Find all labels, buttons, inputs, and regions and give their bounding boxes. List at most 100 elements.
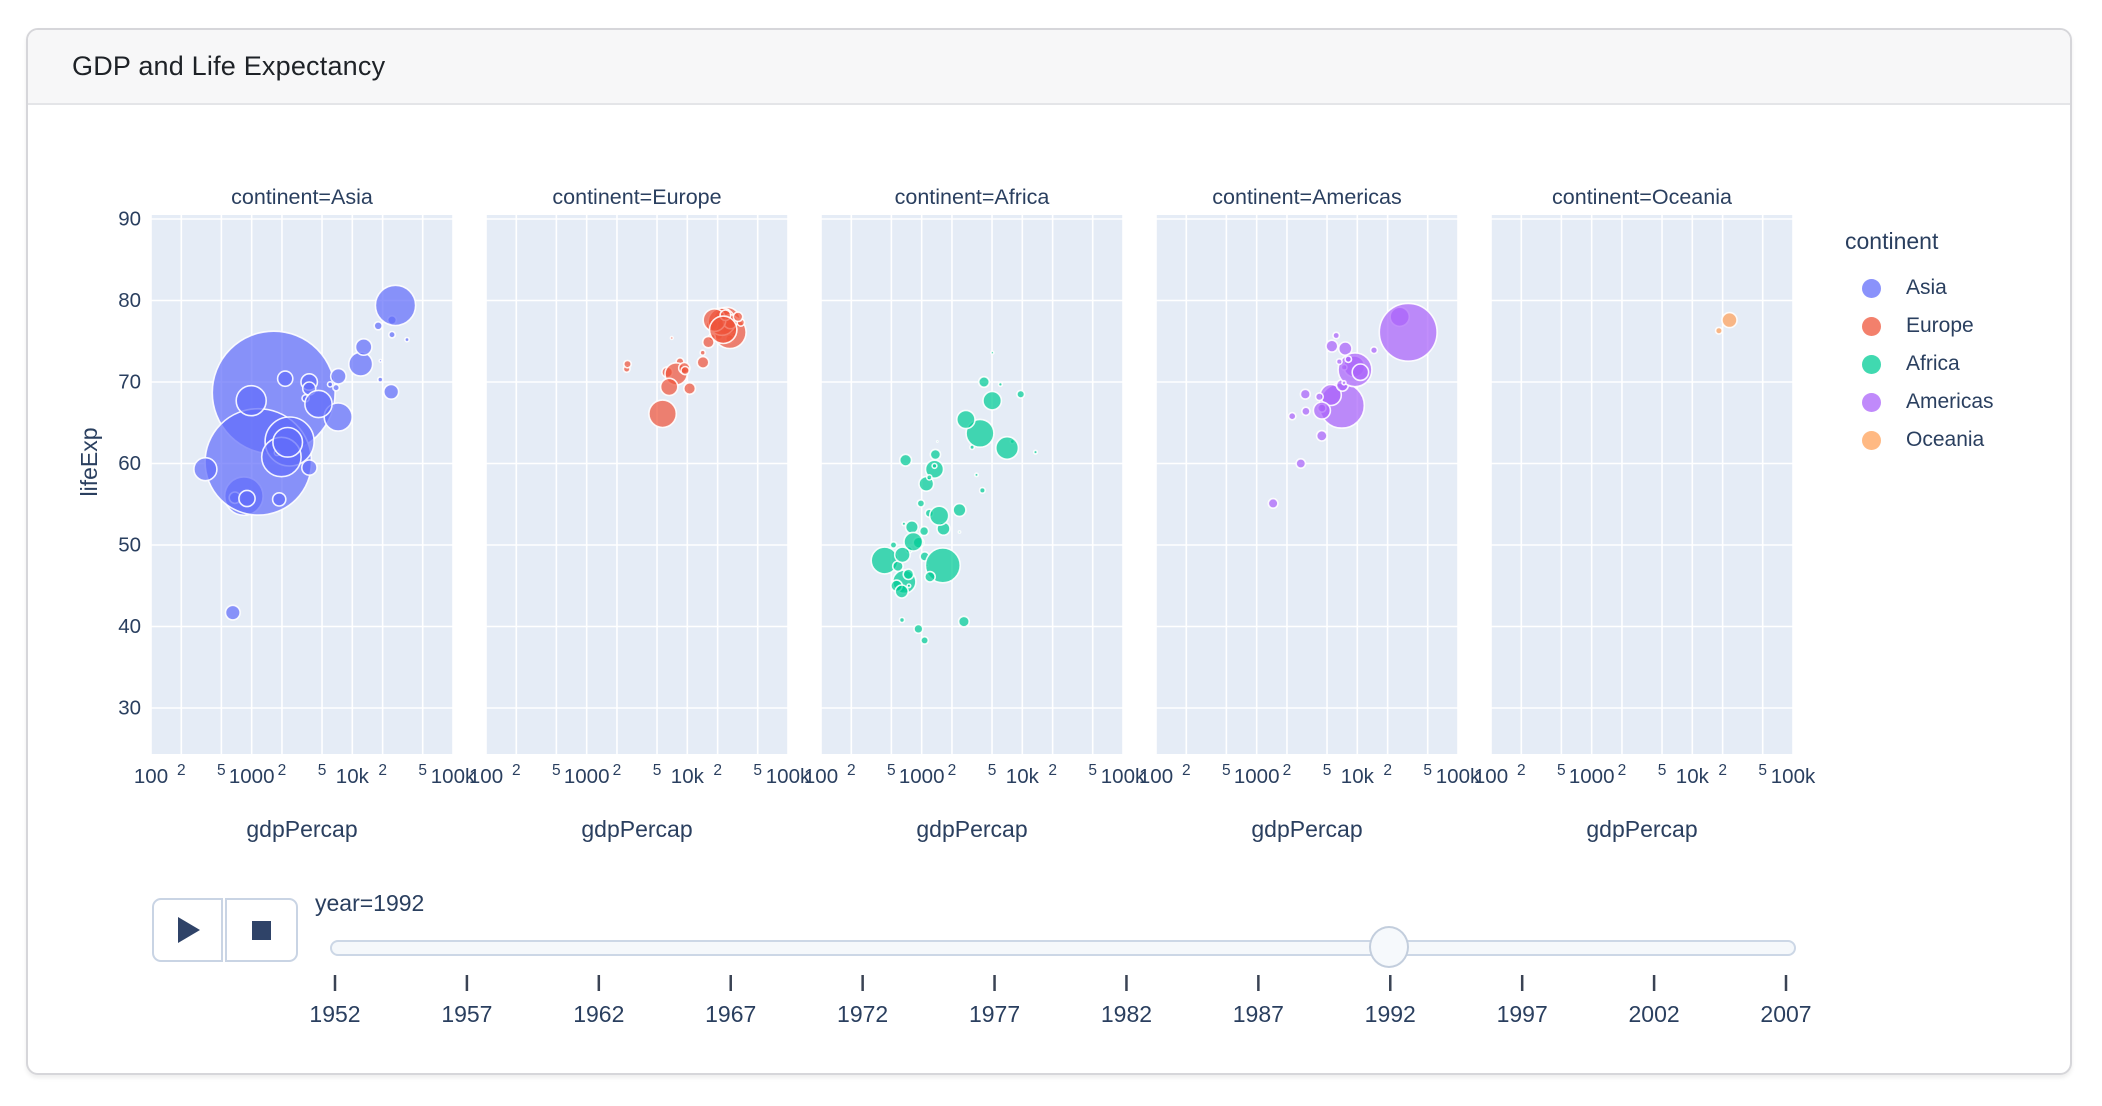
bubble — [387, 330, 396, 339]
year-slider-rail[interactable] — [330, 940, 1796, 956]
bubble — [973, 472, 979, 478]
facet-title: continent=Europe — [552, 185, 721, 209]
bubble-group-asia — [193, 284, 417, 621]
x-minor-tick-label: 5 — [318, 762, 327, 779]
bubble — [898, 453, 913, 467]
bubble — [669, 335, 674, 341]
x-minor-tick-label: 2 — [1283, 762, 1292, 779]
slider-year-label[interactable]: 2007 — [1760, 1001, 1811, 1027]
x-axis-title: gdpPercap — [246, 816, 357, 842]
slider-year-label[interactable]: 1967 — [705, 1001, 756, 1027]
bubble — [378, 358, 383, 363]
legend-item-europe[interactable]: Europe — [1845, 307, 1994, 345]
bubble — [1312, 401, 1332, 420]
bubble — [978, 486, 987, 495]
x-tick-label: 100k — [1101, 765, 1146, 788]
plot-panel-oceania[interactable] — [1491, 215, 1793, 754]
plot-panel-europe[interactable] — [486, 215, 788, 754]
bubble — [404, 336, 410, 343]
x-tick-label: 100 — [1474, 765, 1508, 788]
slider-year-label[interactable]: 1972 — [837, 1001, 888, 1027]
y-tick-label: 30 — [118, 697, 141, 720]
plot-panel-africa[interactable] — [821, 215, 1123, 754]
bubble — [904, 519, 920, 535]
slider-year-label[interactable]: 2002 — [1629, 1001, 1680, 1027]
gridlines-oceania — [1490, 215, 1794, 754]
x-minor-tick-label: 5 — [552, 762, 561, 779]
slider-year-label[interactable]: 1977 — [969, 1001, 1020, 1027]
legend-item-africa[interactable]: Africa — [1845, 345, 1994, 383]
bubble — [956, 409, 976, 430]
slider-year-label[interactable]: 1982 — [1101, 1001, 1152, 1027]
bubble — [696, 355, 710, 370]
play-button[interactable] — [152, 898, 223, 962]
bubble — [682, 381, 697, 396]
bubble — [1267, 497, 1279, 510]
y-tick-label: 60 — [118, 452, 141, 475]
x-minor-tick-label: 2 — [1048, 762, 1057, 779]
slider-year-label[interactable]: 1997 — [1497, 1001, 1548, 1027]
bubble — [374, 284, 417, 327]
facet-title: continent=Americas — [1212, 185, 1401, 209]
stop-icon — [252, 920, 271, 940]
x-axis-title: gdpPercap — [916, 816, 1027, 842]
bubble — [925, 473, 933, 481]
x-axis-title: gdpPercap — [1251, 816, 1362, 842]
bubble — [348, 351, 374, 377]
bubble — [622, 359, 632, 369]
bubble — [193, 456, 218, 482]
bubble — [1332, 331, 1341, 340]
legend-item-oceania[interactable]: Oceania — [1845, 421, 1994, 459]
facet-title: continent=Asia — [231, 185, 373, 209]
stop-button[interactable] — [225, 898, 298, 962]
bubble — [659, 377, 679, 397]
bubble — [329, 367, 347, 385]
bubble — [952, 502, 967, 518]
x-minor-tick-label: 2 — [512, 762, 521, 779]
bubble — [1351, 363, 1370, 382]
bubble — [935, 440, 939, 443]
bubble — [332, 383, 341, 392]
bubble — [708, 315, 738, 345]
bubble — [1032, 449, 1039, 455]
bubble — [1325, 339, 1339, 353]
slider-year-label[interactable]: 1952 — [309, 1001, 360, 1027]
y-tick-label: 70 — [118, 371, 141, 394]
legend-title: continent — [1845, 228, 1939, 254]
bubble — [906, 583, 912, 589]
card-header: GDP and Life Expectancy — [28, 30, 2070, 105]
bubble — [982, 390, 1003, 411]
x-tick-label: 100k — [431, 765, 476, 788]
slider-year-label[interactable]: 1992 — [1365, 1001, 1416, 1027]
bubble — [326, 380, 334, 388]
bubble — [1301, 406, 1311, 417]
x-tick-label: 100 — [469, 765, 503, 788]
x-minor-tick-label: 5 — [1557, 762, 1566, 779]
legend-item-label: Africa — [1906, 352, 1960, 375]
bubble — [916, 498, 926, 508]
bubble — [304, 389, 333, 419]
bubble — [957, 615, 971, 628]
plot-panel-americas[interactable] — [1156, 215, 1458, 754]
bubble-group-oceania — [1714, 311, 1738, 335]
y-tick-label: 40 — [118, 615, 141, 638]
slider-year-label[interactable]: 1987 — [1233, 1001, 1284, 1027]
x-tick-label: 100 — [804, 765, 838, 788]
x-tick-label: 1000 — [564, 765, 610, 788]
bubble — [1314, 392, 1324, 402]
bubble — [238, 489, 256, 508]
gridlines-americas — [1155, 215, 1459, 754]
legend-item-americas[interactable]: Americas — [1845, 383, 1994, 421]
x-minor-tick-label: 2 — [1383, 762, 1392, 779]
x-minor-tick-label: 5 — [1088, 762, 1097, 779]
x-tick-label: 1000 — [1234, 765, 1280, 788]
facet-title: continent=Africa — [895, 185, 1050, 209]
bubble — [1341, 379, 1347, 386]
year-slider-grip[interactable] — [1369, 926, 1409, 968]
slider-year-label[interactable]: 1962 — [573, 1001, 624, 1027]
slider-year-label[interactable]: 1957 — [441, 1001, 492, 1027]
x-tick-label: 1000 — [229, 765, 275, 788]
legend-item-asia[interactable]: Asia — [1845, 269, 1994, 307]
x-minor-tick-label: 5 — [1758, 762, 1767, 779]
